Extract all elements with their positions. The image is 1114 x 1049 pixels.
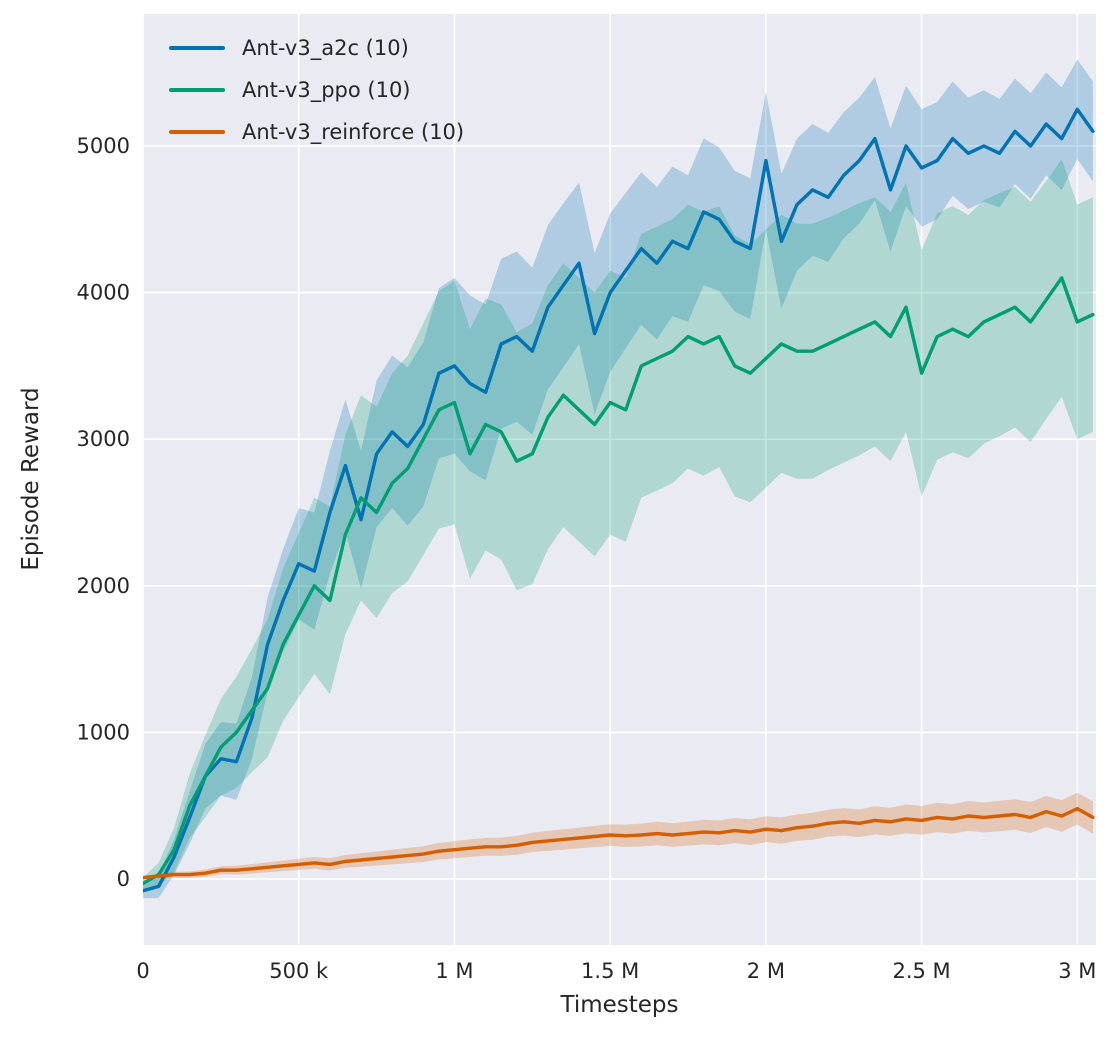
y-tick-label: 1000 (77, 720, 130, 744)
line-reinforce (143, 806, 1095, 880)
y-tick-label: 2000 (77, 574, 130, 598)
x-tick-label: 2 M (747, 959, 785, 983)
y-tick-label: 0 (117, 867, 130, 891)
legend: Ant-v3_a2c (10) Ant-v3_ppo (10) Ant-v3_rei… (169, 27, 464, 153)
legend-item-a2c: Ant-v3_a2c (10) (169, 27, 464, 69)
x-axis-label: Timesteps (560, 992, 679, 1018)
band-a2c (143, 59, 1093, 899)
legend-swatch-a2c (169, 46, 225, 50)
x-tick-label: 2.5 M (892, 959, 950, 983)
band-ppo (143, 159, 1093, 890)
legend-label-a2c: Ant-v3_a2c (10) (242, 36, 409, 60)
line-ppo (143, 276, 1095, 886)
y-tick-label: 4000 (77, 281, 130, 305)
x-tick-label: 3 M (1058, 959, 1096, 983)
legend-item-reinforce: Ant-v3_reinforce (10) (169, 111, 464, 153)
y-axis-label: Episode Reward (18, 387, 44, 571)
legend-swatch-reinforce (169, 130, 225, 134)
x-tick-label: 1.5 M (581, 959, 639, 983)
x-tick-label: 1 M (435, 959, 473, 983)
legend-swatch-ppo (169, 88, 225, 92)
x-tick-label: 0 (136, 959, 149, 983)
legend-item-ppo: Ant-v3_ppo (10) (169, 69, 464, 111)
line-a2c (143, 107, 1095, 893)
x-tick-label: 500 k (269, 959, 329, 983)
y-tick-label: 3000 (77, 427, 130, 451)
y-tick-label: 5000 (77, 134, 130, 158)
plot-area (143, 14, 1096, 945)
legend-label-ppo: Ant-v3_ppo (10) (242, 78, 411, 102)
legend-label-reinforce: Ant-v3_reinforce (10) (242, 120, 465, 144)
